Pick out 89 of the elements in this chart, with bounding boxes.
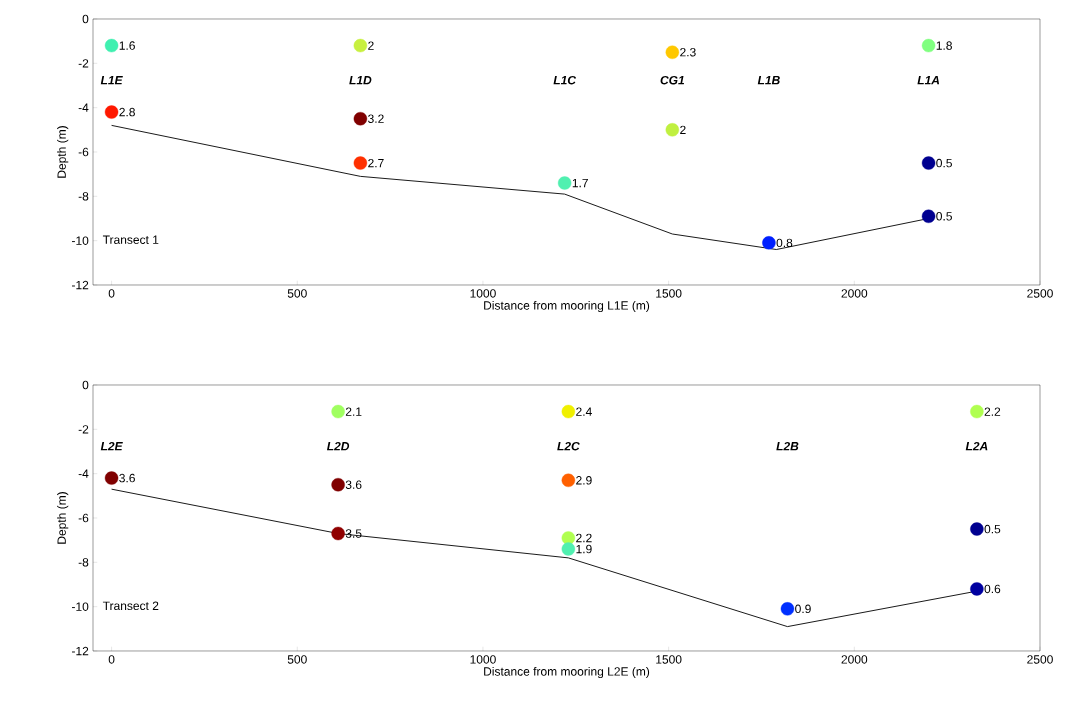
x-tick-label: 0 [108,655,115,664]
x-tick-label: 2000 [841,655,868,664]
annotation: Transect 2 [102,601,159,611]
x-tick-label: 2500 [1027,655,1053,664]
x-tick-label: 500 [287,655,307,664]
point [104,105,119,119]
annotation: 2.8 [119,107,135,117]
annotation: 0.9 [795,604,811,614]
annotation: 3.2 [368,114,384,123]
y-tick-label: -8 [78,192,89,201]
y-tick-label: -12 [72,280,89,290]
point [970,404,984,419]
point [331,404,345,419]
y-tick-label: -4 [78,103,89,112]
x-tick-label: 1000 [470,655,496,664]
annotation: 2.7 [368,158,384,168]
annotation: L1B [757,76,780,85]
annotation: CG1 [660,75,685,85]
point [665,123,680,137]
y-tick-label: -10 [72,236,89,245]
annotation: 0.5 [984,524,1001,534]
annotation: 0.5 [936,212,952,221]
y-tick-label: -6 [78,147,89,157]
y-tick-label: -2 [78,59,89,68]
annotation: 3.6 [119,473,135,483]
annotation: L2E [100,441,123,451]
annotation: L2D [326,441,350,451]
point [921,156,936,170]
annotation: 2.9 [576,476,592,485]
annotation: 0.6 [984,584,1001,594]
point [780,602,795,616]
x-tick-label: 1500 [656,655,682,664]
point [353,38,368,53]
annotation: Transect 1 [102,235,159,244]
point [331,478,345,492]
y-tick-label: -10 [72,602,89,611]
x-tick-label: 1000 [470,289,496,298]
y-tick-label: -6 [78,513,89,523]
x-axis-title: Distance from mooring L2E (m) [484,666,650,679]
y-tick-label: -2 [78,425,89,434]
annotation: 2 [368,41,374,50]
y-tick-label: 0 [82,380,89,390]
y-tick-label: -4 [78,469,89,478]
annotation: L1C [553,75,577,85]
y-axis-title: Depth (m) [57,492,69,544]
point [561,473,576,487]
point [921,209,936,223]
annotation: 0.8 [776,238,793,248]
annotation: L2C [557,441,580,451]
annotation: 1.7 [572,178,588,188]
point [557,176,572,190]
point [970,522,984,536]
y-tick-label: -12 [72,646,89,656]
annotation: L1D [349,76,372,85]
annotation: L2B [776,441,799,451]
point [353,112,368,126]
annotation: 2.2 [984,407,1001,416]
point [921,38,936,53]
annotation: 3.6 [345,480,362,489]
point [970,582,984,596]
annotation: 2.2 [576,533,592,543]
x-tick-label: 1500 [656,289,682,298]
annotation: 1.6 [119,41,135,50]
annotation: 1.9 [576,544,592,554]
annotation: 2 [680,125,686,135]
point [561,542,576,556]
annotation: 2.3 [680,48,696,57]
annotation: 1.8 [936,41,952,50]
annotation: 0.5 [936,158,952,168]
x-tick-label: 2500 [1027,289,1053,298]
annotation: 2.1 [345,407,362,416]
x-tick-label: 2000 [841,289,868,298]
annotation: 2.4 [576,407,592,416]
point [762,236,776,250]
x-axis-title: Distance from mooring L1E (m) [484,300,650,313]
y-tick-label: 0 [82,14,89,24]
x-tick-label: 500 [287,289,307,298]
annotation: L1E [100,76,123,85]
y-tick-label: -8 [78,558,89,567]
point [353,156,368,170]
annotation: L1A [917,76,940,85]
point [331,526,345,541]
annotation: L2A [965,441,988,451]
point [561,404,576,419]
point [665,45,680,59]
y-axis-title: Depth (m) [57,126,69,178]
x-tick-label: 0 [108,289,115,298]
point [104,471,119,485]
point [104,38,119,53]
